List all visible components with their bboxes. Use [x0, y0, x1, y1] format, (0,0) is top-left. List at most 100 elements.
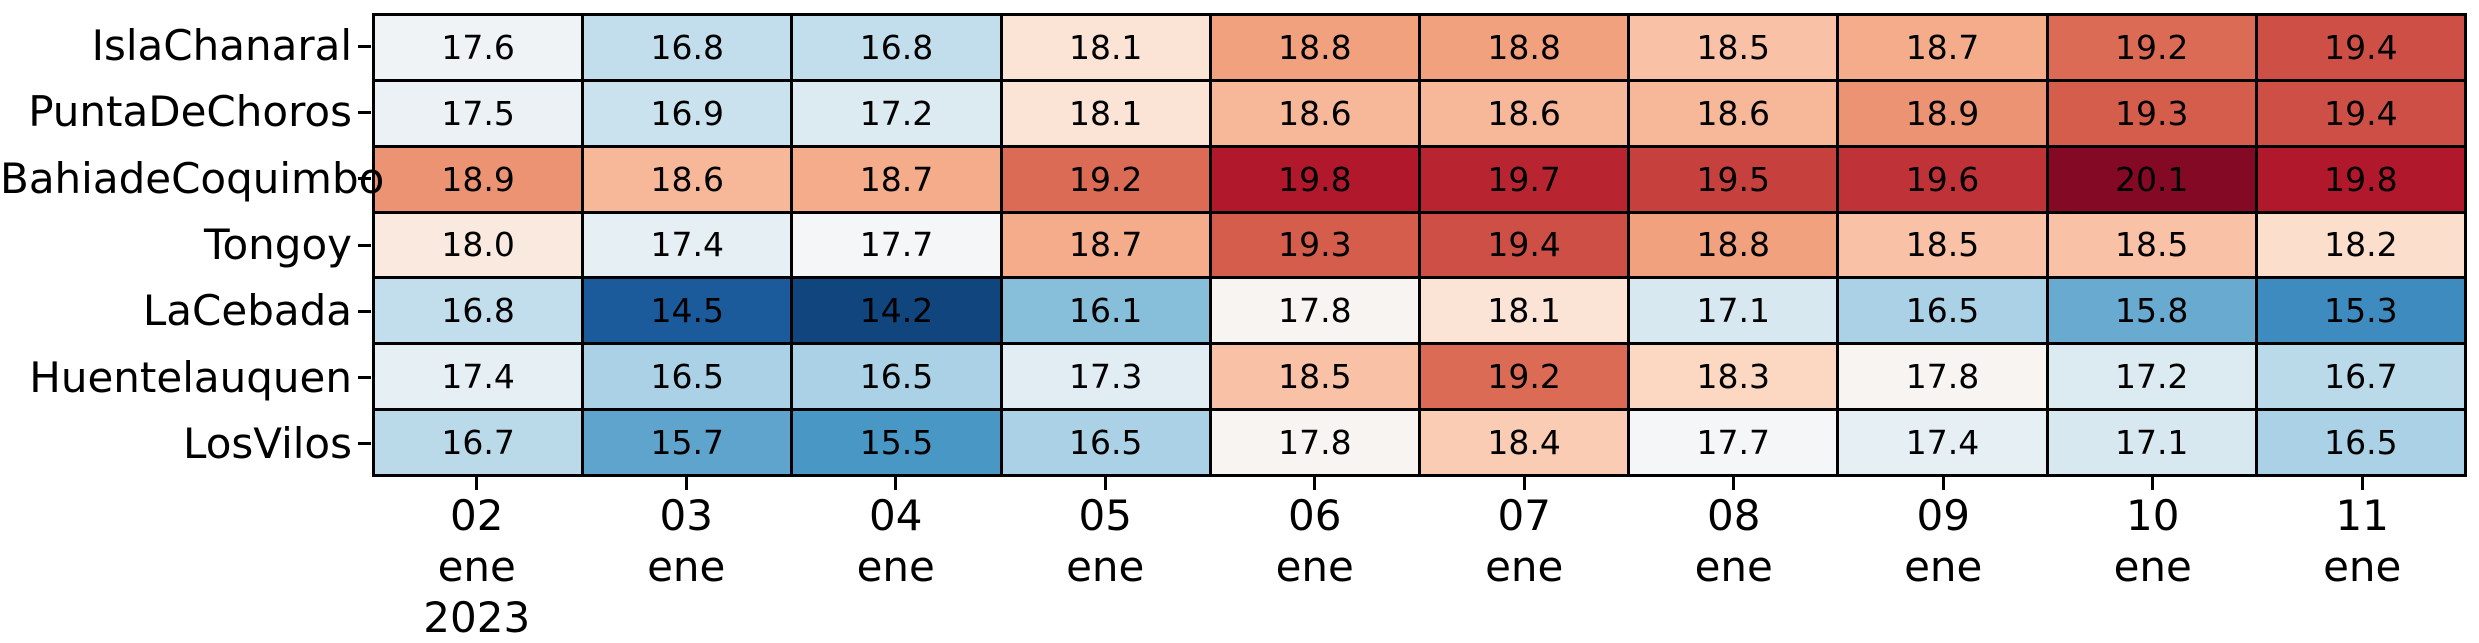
- heatmap-cell: 19.4: [2257, 81, 2464, 145]
- heatmap-cell: 19.4: [2257, 16, 2464, 79]
- heatmap-cell: 17.8: [1211, 411, 1418, 474]
- cell-value: 18.5: [1905, 225, 1980, 265]
- heatmap-figure: 17.6 16.8 16.8 18.1 18.8 18.8 18.5 18.7 19.2 19.4…: [0, 13, 2467, 642]
- cell-value: 17.4: [441, 357, 515, 397]
- cell-value: 19.3: [2114, 93, 2189, 133]
- heatmap-cell: 18.2: [2257, 213, 2464, 277]
- heatmap-cell: 18.5: [1630, 16, 1837, 79]
- cell-value: 16.8: [859, 27, 934, 67]
- y-tick-mark: [358, 376, 371, 380]
- cell-value: 15.7: [650, 423, 725, 463]
- heatmap-cell: 17.2: [793, 81, 1000, 145]
- heatmap-cell: 16.7: [375, 411, 582, 474]
- heatmap-cell: 18.5: [1211, 345, 1418, 409]
- heatmap-cell: 15.7: [584, 411, 791, 474]
- cell-value: 18.7: [1068, 225, 1143, 265]
- heatmap-cell: 18.5: [1839, 213, 2046, 277]
- heatmap-cell: 16.5: [1002, 411, 1209, 474]
- x-tick-label-line: ene: [647, 542, 726, 591]
- heatmap-cell: 15.8: [2048, 279, 2255, 343]
- x-tick-label-line: 04: [869, 491, 923, 540]
- cell-value: 15.8: [2114, 291, 2189, 331]
- x-tick-label-line: ene: [1485, 542, 1564, 591]
- heatmap-cell: 18.6: [1211, 81, 1418, 145]
- heatmap-cell: 16.8: [793, 16, 1000, 79]
- cell-value: 18.1: [1487, 291, 1561, 331]
- heatmap-cell: 18.6: [1630, 81, 1837, 145]
- cell-value: 14.2: [859, 291, 934, 331]
- cell-value: 19.8: [1278, 159, 1352, 199]
- heatmap-cell: 18.7: [793, 147, 1000, 211]
- heatmap-cell: 16.7: [2257, 345, 2464, 409]
- cell-value: 16.7: [2324, 357, 2398, 397]
- cell-value: 18.5: [2114, 225, 2189, 265]
- x-tick-label-line: ene: [1694, 542, 1773, 591]
- x-tick-mark: [684, 477, 688, 490]
- cell-value: 17.3: [1068, 357, 1143, 397]
- x-tick-label-line: 08: [1707, 491, 1761, 540]
- heatmap-cell: 19.8: [1211, 147, 1418, 211]
- heatmap-cell: 17.1: [1630, 279, 1837, 343]
- heatmap-cell: 18.3: [1630, 345, 1837, 409]
- y-tick-label: BahiadeCoquimbo: [0, 153, 385, 203]
- x-tick-label-line: 02: [450, 491, 504, 540]
- x-tick-label-line: ene: [437, 542, 516, 591]
- x-tick-label-line: ene: [856, 542, 935, 591]
- cell-value: 19.3: [1278, 225, 1352, 265]
- heatmap-cell: 18.8: [1630, 213, 1837, 277]
- heatmap-cell: 17.8: [1211, 279, 1418, 343]
- heatmap-cell: 18.5: [2048, 213, 2255, 277]
- x-tick-label: 08 ene: [1695, 490, 1773, 592]
- cell-value: 18.6: [1696, 93, 1771, 133]
- y-tick-mark: [358, 177, 371, 181]
- heatmap-cell: 19.2: [2048, 16, 2255, 79]
- cell-value: 18.8: [1696, 225, 1771, 265]
- cell-value: 19.5: [1696, 159, 1771, 199]
- cell-value: 18.3: [1696, 357, 1771, 397]
- cell-value: 19.2: [1487, 357, 1561, 397]
- cell-value: 16.5: [1905, 291, 1980, 331]
- x-tick-mark: [1103, 477, 1107, 490]
- cell-value: 19.2: [2114, 27, 2189, 67]
- heatmap-cell: 18.7: [1839, 16, 2046, 79]
- cell-value: 18.0: [441, 225, 515, 265]
- heatmap-cell: 18.8: [1211, 16, 1418, 79]
- y-tick-label: LosVilos: [183, 418, 352, 468]
- x-tick-mark: [1522, 477, 1526, 490]
- heatmap-cell: 19.8: [2257, 147, 2464, 211]
- cell-value: 19.6: [1905, 159, 1980, 199]
- cell-value: 18.1: [1068, 93, 1143, 133]
- x-tick-label: 02 ene 2023: [423, 490, 530, 643]
- y-tick-mark: [358, 442, 371, 446]
- cell-value: 16.8: [441, 291, 515, 331]
- y-tick-mark: [358, 44, 371, 48]
- heatmap-cell: 18.1: [1002, 81, 1209, 145]
- heatmap-cell: 18.9: [375, 147, 582, 211]
- cell-value: 18.9: [1905, 93, 1980, 133]
- heatmap-cell: 14.2: [793, 279, 1000, 343]
- cell-value: 16.7: [441, 423, 515, 463]
- heatmap-cell: 18.8: [1420, 16, 1628, 79]
- heatmap-cell: 17.6: [375, 16, 582, 79]
- x-tick-mark: [894, 477, 898, 490]
- x-tick-label-line: 03: [659, 491, 713, 540]
- heatmap-cell: 19.2: [1420, 345, 1628, 409]
- cell-value: 17.6: [441, 27, 515, 67]
- cell-value: 16.1: [1068, 291, 1143, 331]
- cell-value: 16.5: [1068, 423, 1143, 463]
- y-tick-mark: [358, 309, 371, 313]
- x-tick-label-line: ene: [2323, 542, 2402, 591]
- cell-value: 18.8: [1278, 27, 1352, 67]
- heatmap-cell: 17.4: [375, 345, 582, 409]
- cell-value: 18.5: [1278, 357, 1352, 397]
- x-tick-label-line: 07: [1497, 491, 1551, 540]
- y-tick-label: Tongoy: [203, 220, 352, 269]
- y-tick-label: Huentelauquen: [29, 352, 352, 402]
- heatmap-cell: 15.3: [2257, 279, 2464, 343]
- heatmap-cell: 18.4: [1420, 411, 1628, 474]
- cell-value: 17.2: [2114, 357, 2189, 397]
- cell-value: 17.8: [1278, 423, 1352, 463]
- heatmap-cell: 19.7: [1420, 147, 1628, 211]
- x-tick-label: 06 ene: [1276, 490, 1354, 592]
- heatmap-cell: 18.6: [584, 147, 791, 211]
